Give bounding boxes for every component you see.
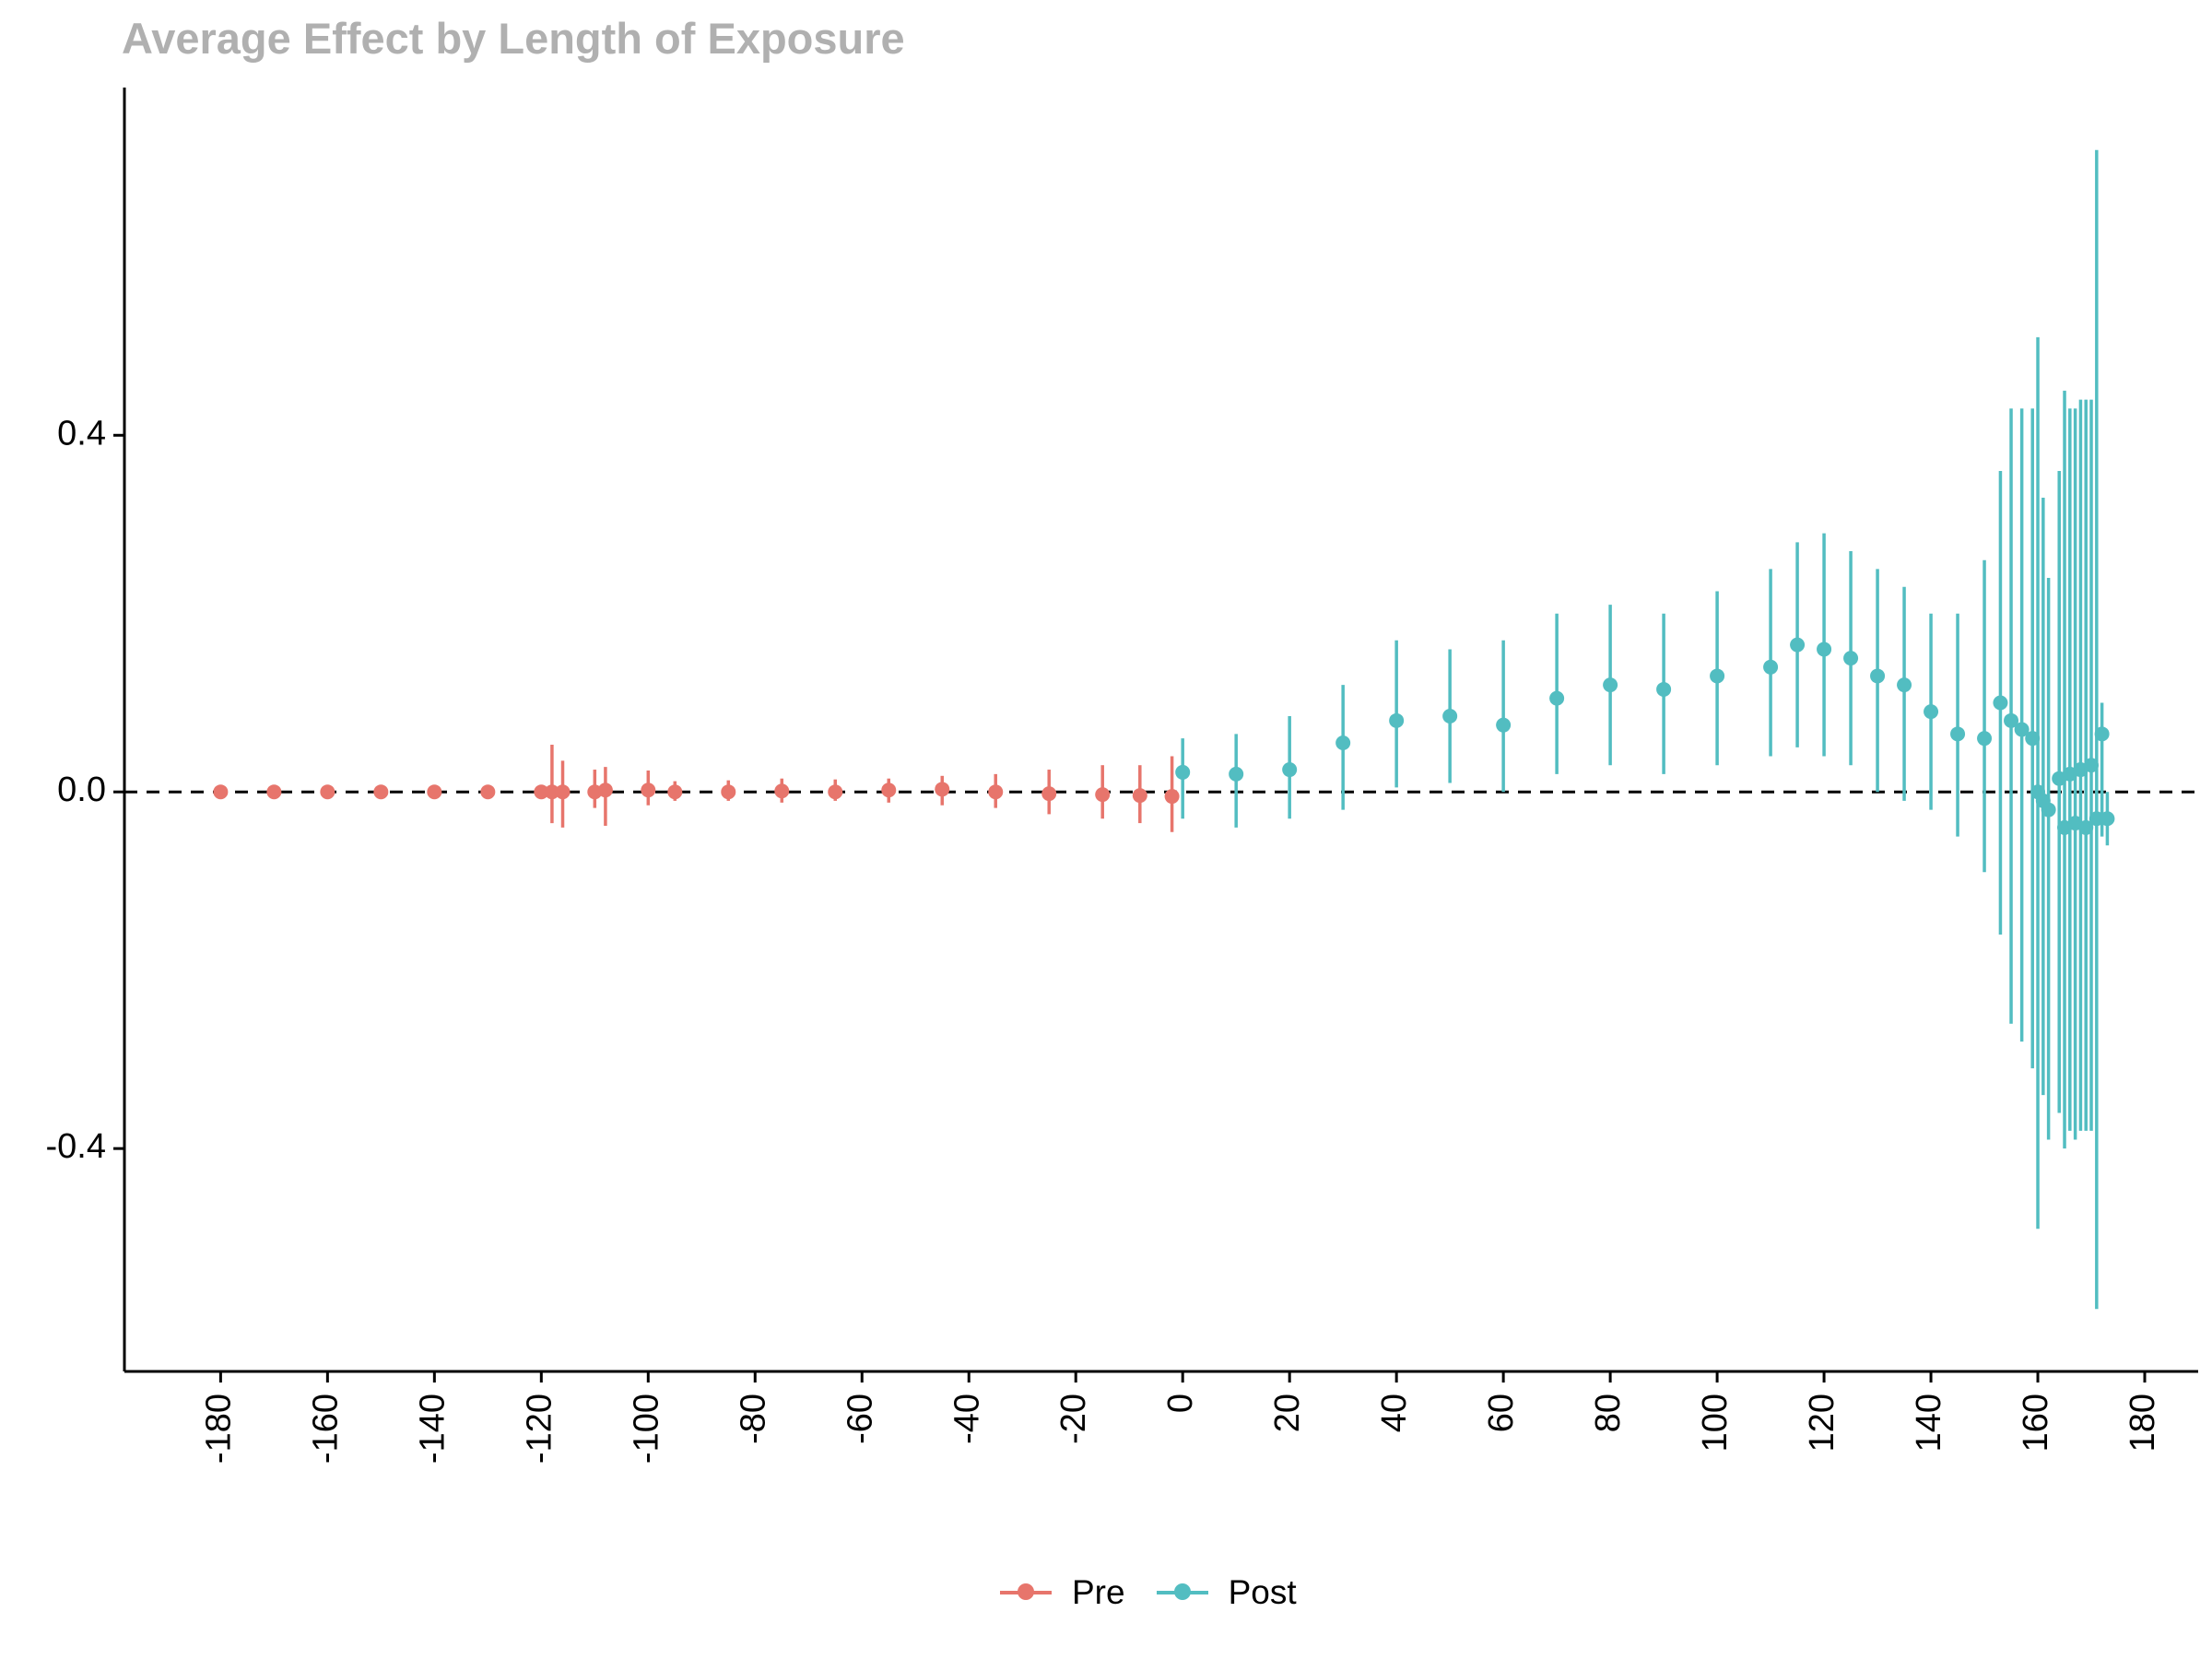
x-tick-label: 160 [2017,1394,2055,1452]
data-point [1041,786,1057,802]
x-tick-label: 0 [1161,1394,1200,1413]
x-tick-label: -180 [199,1394,238,1464]
data-point [1282,762,1298,778]
x-tick-label: -100 [627,1394,665,1464]
data-point [1790,637,1806,653]
data-point [1549,690,1565,706]
data-point [2100,811,2115,827]
legend-item-pre: Pre [1000,1573,1125,1612]
data-point [2078,819,2094,835]
data-point [427,784,442,800]
x-tick-label: -160 [306,1394,345,1464]
x-tick-label: -80 [734,1394,772,1444]
data-point [667,784,683,800]
x-tick-label: 60 [1482,1394,1521,1432]
data-point [1817,641,1832,657]
data-point [213,784,229,800]
data-point [1164,789,1180,805]
x-tick-label: -40 [947,1394,986,1444]
data-point [2004,712,2019,728]
data-point [555,784,571,800]
data-point [1950,726,1966,742]
data-point [534,784,549,800]
x-tick-label: -120 [520,1394,559,1464]
x-tick-label: 80 [1589,1394,1628,1432]
data-point [1496,717,1512,733]
data-point [2025,731,2041,747]
data-point [597,782,613,798]
data-point [2014,722,2030,737]
series-pre [213,744,1180,832]
data-point [881,782,897,798]
data-point [988,784,1004,800]
data-point [1442,708,1458,724]
x-tick-label: -60 [841,1394,879,1444]
data-point [544,784,559,800]
data-point [1175,764,1191,780]
data-series [213,149,2115,1310]
y-tick-label: -0.4 [46,1127,106,1166]
series-post [1175,149,2115,1310]
legend: Pre Post [1000,1567,1328,1618]
x-tick-label: -140 [413,1394,452,1464]
data-point [774,783,790,799]
data-point [1843,651,1859,666]
y-tick-label: 0.4 [57,414,106,453]
data-point [1389,712,1405,728]
data-point [1095,787,1111,803]
legend-item-post: Post [1156,1573,1297,1612]
x-tick-label: 100 [1696,1394,1735,1452]
data-point [480,784,496,800]
data-point [1977,731,1993,747]
legend-label-post: Post [1228,1573,1297,1611]
legend-key-post [1156,1583,1208,1602]
x-tick-label: 20 [1268,1394,1307,1432]
data-point [1993,695,2008,711]
axes: -180 -160 -140 -120 -100 -80 -60 -40 -20 0 20 40 60 8… [46,88,2198,1464]
legend-label-pre: Pre [1072,1573,1125,1611]
data-point [935,782,950,797]
data-point [2041,802,2056,818]
data-point [373,784,389,800]
x-tick-label: 40 [1375,1394,1414,1432]
data-point [1132,788,1147,804]
x-tick-label: 120 [1803,1394,1841,1452]
data-point [2094,726,2110,742]
x-tick-label: 140 [1910,1394,1948,1452]
y-tick-label: 0.0 [57,771,106,809]
data-point [1229,766,1244,782]
data-point [1603,677,1618,693]
data-point [1924,704,1939,720]
x-tick-label: 180 [2124,1394,2162,1452]
x-tick-label: -20 [1054,1394,1093,1444]
data-point [1656,681,1672,697]
data-point [266,784,282,800]
data-point [828,784,843,800]
data-point [1710,668,1725,684]
chart-title: Average Effect by Length of Exposure [122,14,905,63]
data-point [2084,758,2100,773]
data-point [1763,659,1779,675]
data-point [320,784,335,800]
data-point [1870,668,1886,684]
data-point [721,784,736,800]
data-point [1335,735,1351,751]
legend-key-pre [1000,1583,1052,1602]
data-point [2088,811,2104,827]
data-point [1897,677,1912,693]
data-point [641,782,656,798]
